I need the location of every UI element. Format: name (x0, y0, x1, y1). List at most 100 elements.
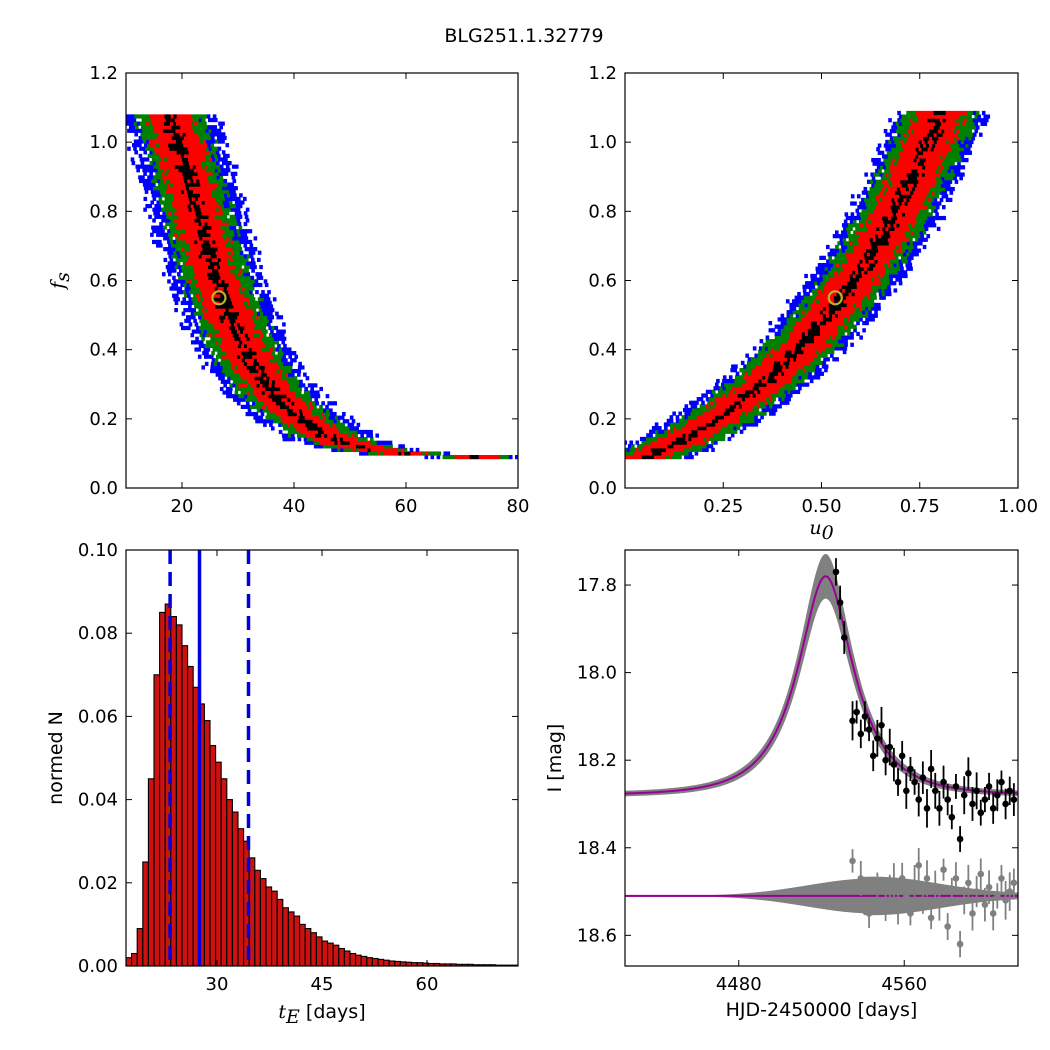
cell-2sigma (218, 207, 223, 212)
cell-3sigma (618, 455, 622, 459)
cell-2sigma (200, 157, 204, 162)
cell-2sigma (914, 186, 919, 192)
cell-3sigma (894, 252, 898, 257)
cell-3sigma (178, 247, 182, 252)
cell-1sigma (688, 433, 693, 438)
cell-1sigma (202, 225, 207, 230)
cell-2sigma (185, 132, 190, 137)
cell-3sigma (935, 194, 940, 199)
cell-1sigma (198, 211, 203, 216)
cell-3sigma (892, 259, 897, 264)
cell-3sigma (774, 335, 779, 340)
cell-2sigma (171, 200, 176, 205)
cell-3sigma (823, 353, 828, 358)
cell-2sigma (213, 200, 218, 205)
cell-2sigma (256, 386, 260, 392)
cell-2sigma (836, 288, 840, 293)
cell-2sigma (181, 236, 185, 241)
cell-4sigma (778, 397, 782, 402)
cell-4sigma (382, 440, 387, 445)
cell-2sigma (159, 153, 164, 159)
cell-2sigma (665, 447, 670, 452)
cell-2sigma (809, 349, 814, 355)
cell-3sigma (904, 230, 909, 235)
cell-2sigma (878, 263, 882, 268)
cell-2sigma (881, 263, 885, 268)
cell-3sigma (918, 208, 923, 213)
cell-3sigma (272, 411, 277, 417)
cell-4sigma (909, 255, 914, 260)
cell-2sigma (867, 226, 871, 232)
cell-3sigma (150, 135, 155, 141)
cell-4sigma (619, 451, 623, 455)
cell-2sigma (212, 182, 216, 187)
cell-2sigma (635, 454, 640, 460)
cell-2sigma (202, 204, 207, 209)
cell-2sigma (801, 328, 806, 333)
cell-2sigma (661, 451, 666, 456)
cell-3sigma (886, 277, 890, 282)
cell-2sigma (904, 219, 908, 224)
cell-2sigma (213, 315, 217, 320)
cell-4sigma (221, 150, 226, 155)
cell-2sigma (156, 135, 161, 141)
cell-2sigma (157, 121, 162, 126)
cell-4sigma (172, 268, 177, 273)
cell-2sigma (158, 114, 163, 119)
cell-4sigma (232, 236, 237, 241)
cell-3sigma (853, 234, 858, 239)
cell-3sigma (752, 360, 757, 366)
cell-1sigma (219, 315, 223, 320)
cell-2sigma (766, 368, 771, 373)
cell-1sigma (194, 218, 199, 223)
y-tick-label: 0.8 (89, 201, 118, 222)
cell-4sigma (202, 351, 206, 356)
cell-4sigma (606, 455, 610, 459)
cell-3sigma (175, 214, 180, 219)
cell-4sigma (619, 444, 623, 448)
cell-4sigma (307, 383, 312, 388)
cell-4sigma (186, 282, 191, 288)
cell-2sigma (677, 447, 682, 452)
cell-3sigma (790, 382, 795, 387)
cell-3sigma (700, 444, 705, 449)
cell-2sigma (811, 357, 815, 362)
cell-4sigma (734, 364, 738, 369)
cell-2sigma (182, 114, 187, 119)
cell-2sigma (767, 393, 772, 398)
cell-2sigma (705, 411, 710, 416)
cell-2sigma (831, 313, 836, 318)
cell-2sigma (860, 223, 864, 228)
cell-2sigma (846, 302, 851, 308)
cell-2sigma (284, 411, 289, 417)
cell-3sigma (822, 273, 827, 279)
cell-2sigma (413, 451, 417, 456)
cell-2sigma (176, 196, 181, 202)
cell-2sigma (256, 358, 261, 363)
cell-3sigma (229, 383, 234, 388)
cell-2sigma (717, 404, 722, 409)
cell-2sigma (735, 411, 740, 416)
cell-2sigma (304, 415, 309, 420)
cell-3sigma (348, 433, 352, 438)
cell-4sigma (340, 447, 344, 453)
cell-3sigma (724, 382, 728, 387)
cell-2sigma (213, 211, 218, 216)
cell-1sigma (891, 226, 896, 232)
cell-3sigma (354, 429, 358, 435)
cell-2sigma (294, 401, 298, 406)
cell-3sigma (672, 422, 677, 427)
cell-2sigma (795, 360, 799, 366)
cell-1sigma (807, 339, 812, 344)
cell-1sigma (190, 193, 195, 198)
cell-4sigma (808, 288, 813, 293)
cell-4sigma (844, 212, 849, 217)
cell-4sigma (930, 215, 934, 221)
cell-2sigma (732, 411, 737, 416)
cell-2sigma (764, 378, 769, 384)
cell-3sigma (777, 339, 782, 344)
cell-3sigma (349, 447, 353, 453)
cell-2sigma (656, 440, 661, 445)
cell-1sigma (229, 311, 234, 316)
cell-3sigma (739, 415, 743, 420)
